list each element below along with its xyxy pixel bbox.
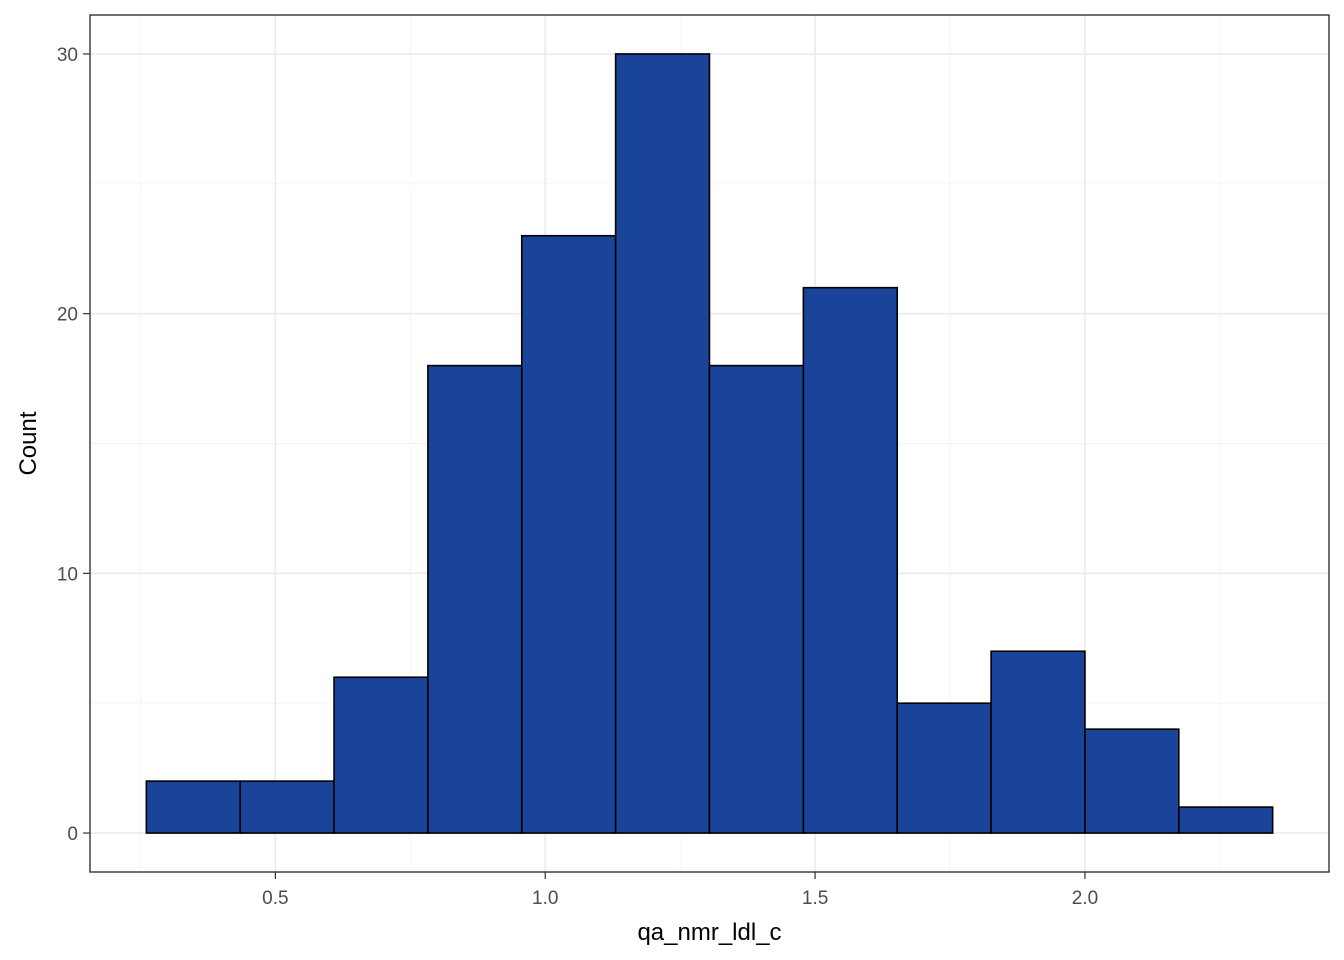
y-axis: 0 10 20 30: [57, 45, 90, 845]
x-tick-label: 1.0: [532, 888, 558, 909]
histogram-bar: [239, 780, 335, 834]
y-axis-title: Count: [15, 411, 42, 475]
plot-panel-border: [89, 14, 1330, 873]
histogram-bar: [1178, 806, 1274, 834]
x-axis-title: qa_nmr_ldl_c: [637, 919, 781, 946]
histogram-bar: [896, 702, 992, 834]
histogram-bar: [333, 676, 429, 834]
histogram-bar: [708, 364, 805, 834]
y-tick-label: 20: [57, 305, 78, 326]
y-tick-label: 30: [57, 45, 78, 66]
histogram-bar: [1084, 728, 1180, 834]
x-tick-label: 2.0: [1072, 888, 1098, 909]
x-tick-label: 0.5: [262, 888, 288, 909]
histogram-bar: [802, 286, 899, 834]
histogram-bar: [427, 364, 523, 834]
histogram-bars: [145, 53, 1274, 834]
histogram-bar: [520, 234, 617, 834]
histogram-bar: [145, 780, 241, 834]
histogram-bar: [990, 650, 1086, 834]
y-tick-label: 0: [67, 824, 78, 845]
y-tick-label: 10: [57, 564, 78, 585]
x-axis: 0.5 1.0 1.5 2.0: [262, 872, 1098, 909]
histogram-bar: [614, 53, 711, 834]
x-tick-label: 1.5: [802, 888, 828, 909]
